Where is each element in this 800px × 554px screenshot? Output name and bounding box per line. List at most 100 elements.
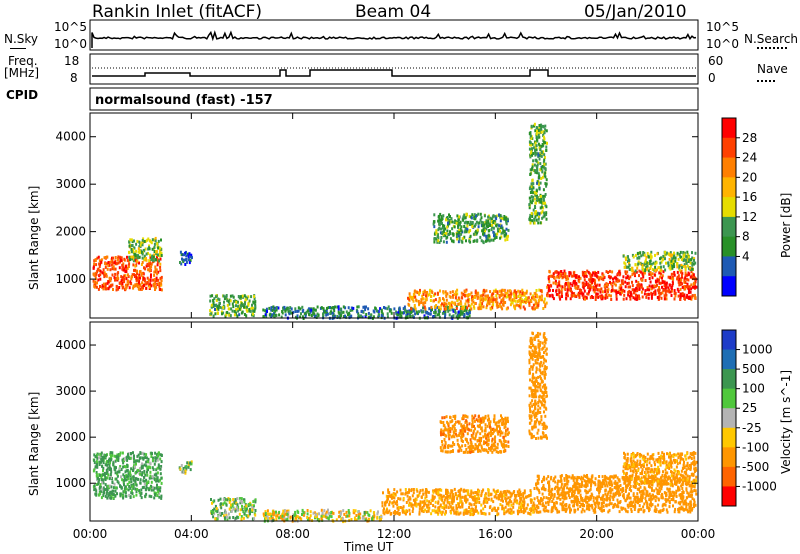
heatmap-cell	[234, 509, 237, 513]
heatmap-cell	[464, 494, 467, 498]
heatmap-cell	[496, 227, 499, 231]
heatmap-cell	[591, 273, 594, 277]
heatmap-cell	[286, 517, 289, 521]
heatmap-cell	[96, 464, 98, 468]
heatmap-cell	[247, 302, 250, 306]
heatmap-cell	[103, 491, 106, 495]
heatmap-cell	[461, 505, 464, 509]
heatmap-cell	[496, 430, 499, 434]
heatmap-cell	[300, 517, 303, 521]
heatmap-cell	[413, 307, 416, 311]
heatmap-cell	[381, 504, 384, 508]
heatmap-cell	[463, 216, 466, 220]
heatmap-cell	[482, 232, 484, 236]
heatmap-cell	[429, 312, 432, 316]
heatmap-cell	[433, 311, 436, 314]
station-title: Rankin Inlet (fitACF)	[92, 2, 263, 22]
heatmap-cell	[535, 293, 538, 297]
heatmap-cell	[287, 509, 290, 513]
heatmap-cell	[271, 313, 273, 317]
heatmap-cell	[121, 263, 124, 267]
heatmap-cell	[508, 293, 511, 297]
heatmap-cell	[153, 478, 156, 482]
heatmap-cell	[632, 255, 635, 259]
heatmap-cell	[438, 214, 440, 218]
heatmap-cell	[253, 504, 255, 508]
heatmap-cell	[624, 265, 627, 269]
heatmap-cell	[401, 492, 404, 496]
heatmap-cell	[233, 309, 236, 313]
heatmap-cell	[210, 303, 213, 307]
heatmap-cell	[290, 307, 293, 311]
heatmap-cell	[227, 300, 230, 304]
heatmap-cell	[362, 310, 365, 314]
heatmap-cell	[522, 494, 525, 498]
heatmap-cell	[466, 432, 469, 436]
heatmap-cell	[142, 485, 145, 489]
heatmap-cell	[101, 464, 104, 468]
heatmap-cell	[499, 219, 502, 223]
heatmap-cell	[114, 267, 117, 271]
heatmap-cell	[147, 457, 150, 461]
heatmap-cell	[588, 290, 590, 294]
heatmap-cell	[638, 255, 641, 259]
heatmap-cell	[448, 313, 451, 317]
heatmap-cell	[530, 195, 533, 199]
heatmap-cell	[106, 471, 109, 474]
heatmap-cell	[494, 422, 497, 426]
heatmap-cell	[365, 313, 368, 316]
heatmap-cell	[595, 292, 598, 296]
heatmap-cell	[484, 220, 487, 224]
heatmap-cell	[668, 257, 671, 261]
heatmap-cell	[490, 445, 493, 449]
heatmap-cell	[301, 315, 304, 319]
heatmap-cell	[140, 287, 143, 291]
heatmap-cell	[135, 276, 138, 280]
heatmap-cell	[488, 492, 491, 496]
heatmap-cell	[130, 484, 133, 487]
heatmap-cell	[410, 307, 413, 311]
heatmap-cell	[470, 450, 473, 454]
heatmap-cell	[503, 494, 506, 498]
heatmap-cell	[516, 299, 519, 303]
heatmap-cell	[512, 298, 515, 302]
heatmap-cell	[406, 491, 409, 495]
heatmap-cell	[325, 513, 328, 516]
heatmap-cell	[545, 301, 548, 305]
heatmap-cell	[143, 240, 146, 243]
heatmap-cell	[251, 306, 254, 310]
heatmap-cell	[608, 293, 611, 297]
heatmap-cell	[608, 269, 611, 273]
heatmap-cell	[507, 234, 509, 238]
heatmap-cell	[179, 467, 182, 471]
heatmap-cell	[691, 251, 693, 255]
heatmap-cell	[316, 517, 319, 521]
heatmap-cell	[273, 511, 275, 515]
heatmap-cell	[92, 272, 95, 276]
heatmap-cell	[540, 298, 543, 302]
heatmap-cell	[337, 307, 340, 311]
heatmap-cell	[498, 289, 501, 293]
heatmap-cell	[627, 255, 629, 259]
heatmap-cell	[225, 294, 228, 297]
heatmap-cell	[484, 229, 486, 233]
heatmap-cell	[534, 158, 537, 162]
heatmap-cell	[350, 306, 353, 310]
heatmap-cell	[635, 270, 638, 274]
heatmap-cell	[689, 266, 691, 270]
heatmap-cell	[426, 505, 429, 509]
heatmap-cell	[132, 259, 135, 263]
heatmap-cell	[306, 509, 309, 512]
heatmap-cell	[404, 492, 407, 496]
heatmap-cell	[503, 294, 506, 298]
heatmap-cell	[654, 269, 657, 272]
heatmap-cell	[342, 509, 345, 513]
heatmap-cell	[548, 280, 551, 284]
heatmap-cell	[102, 287, 105, 291]
heatmap-cell	[640, 283, 643, 287]
heatmap-cell	[325, 308, 328, 312]
heatmap-cell	[139, 481, 142, 485]
heatmap-cell	[421, 506, 424, 509]
heatmap-cell	[442, 240, 445, 244]
heatmap-cell	[531, 163, 534, 167]
